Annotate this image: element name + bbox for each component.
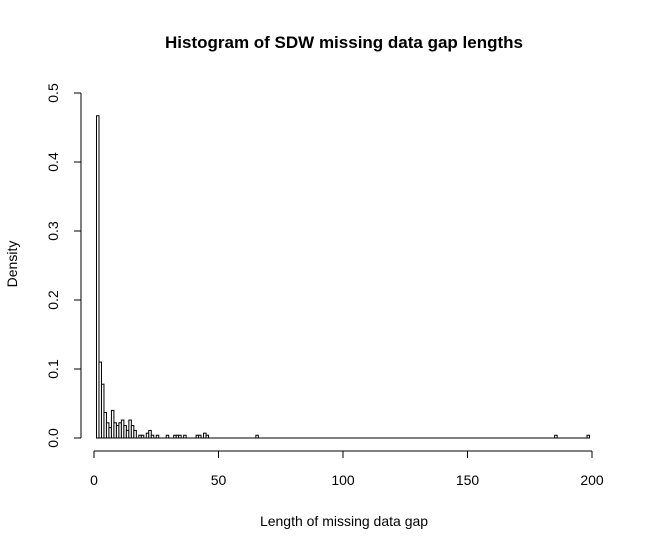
- y-tick-label: 0.4: [45, 152, 61, 172]
- x-tick-label: 0: [90, 472, 98, 488]
- x-axis-label: Length of missing data gap: [260, 513, 428, 529]
- y-tick-label: 0.0: [45, 428, 61, 448]
- x-tick-label: 200: [580, 472, 604, 488]
- x-axis: 0 50 100 150 200: [90, 450, 604, 488]
- histogram-bar: [150, 434, 155, 439]
- histogram-bar: [554, 434, 558, 439]
- histogram-bar: [178, 434, 182, 439]
- histogram-bars: [95, 115, 591, 439]
- y-tick-label: 0.5: [45, 83, 61, 103]
- histogram-bar: [133, 429, 137, 439]
- histogram-bar: [100, 383, 105, 439]
- chart-title: Histogram of SDW missing data gap length…: [165, 33, 523, 52]
- histogram-bar: [140, 434, 145, 439]
- y-tick-label: 0.1: [45, 359, 61, 379]
- histogram-bar: [148, 429, 152, 439]
- histogram-bar: [255, 434, 259, 439]
- histogram-bar: [205, 434, 210, 439]
- histogram-bar: [183, 434, 187, 439]
- histogram-bar: [586, 434, 591, 439]
- y-axis: 0.0 0.1 0.2 0.3 0.4 0.5: [45, 83, 82, 448]
- histogram-bar: [95, 115, 100, 439]
- histogram-bar: [155, 434, 160, 439]
- y-tick-label: 0.2: [45, 290, 61, 310]
- y-axis-label: Density: [4, 241, 20, 288]
- histogram-bar: [165, 434, 170, 439]
- x-tick-label: 150: [456, 472, 480, 488]
- y-tick-label: 0.3: [45, 221, 61, 241]
- x-tick-label: 100: [331, 472, 355, 488]
- histogram-bar: [198, 434, 202, 439]
- x-tick-label: 50: [211, 472, 227, 488]
